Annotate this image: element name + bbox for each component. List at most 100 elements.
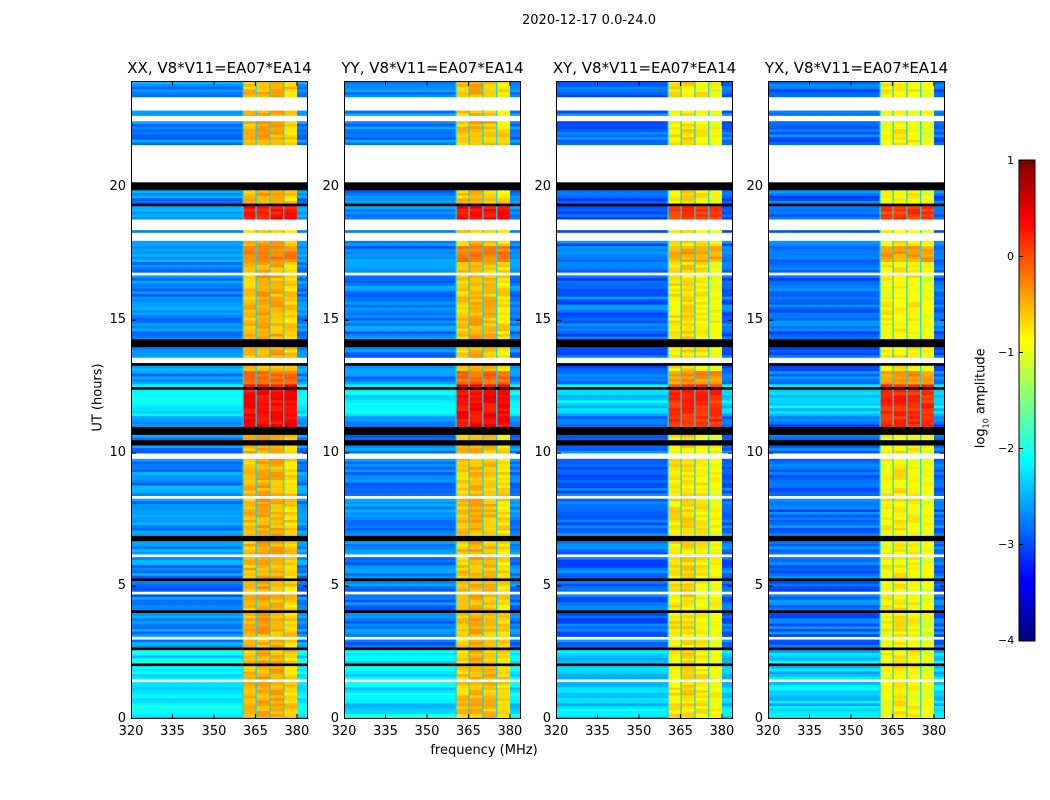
channel-gap xyxy=(283,195,285,199)
channel-gap xyxy=(269,378,271,382)
channel-gap xyxy=(242,205,244,209)
channel-gap xyxy=(667,671,669,675)
channel-gap xyxy=(496,530,498,534)
background-cell xyxy=(131,288,244,292)
channel-gap xyxy=(455,269,457,273)
background-cell xyxy=(344,314,457,318)
band-cell xyxy=(708,471,722,475)
channel-gap xyxy=(680,514,682,518)
background-cell xyxy=(131,402,244,406)
panel-title: XX, V8*V11=EA07*EA14 xyxy=(127,59,312,77)
band-cell xyxy=(668,487,682,491)
channel-gap xyxy=(283,697,285,701)
background-cell xyxy=(509,652,521,656)
channel-gap xyxy=(667,689,669,693)
band-cell xyxy=(708,437,722,441)
band-cell xyxy=(482,604,497,608)
channel-gap xyxy=(708,596,710,600)
band-cell xyxy=(256,200,270,204)
channel-gap xyxy=(242,447,244,451)
channel-gap xyxy=(667,410,669,414)
band-cell xyxy=(456,716,470,719)
background-cell xyxy=(556,471,669,475)
channel-gap xyxy=(269,280,271,284)
band-cell xyxy=(681,586,695,590)
band-cell xyxy=(283,602,297,605)
background-cell xyxy=(721,588,733,592)
background-cell xyxy=(296,392,308,395)
channel-gap xyxy=(255,562,257,566)
band-cell xyxy=(283,511,297,515)
channel-gap xyxy=(283,562,285,566)
band-cell xyxy=(283,540,297,544)
channel-gap xyxy=(255,131,257,135)
background-cell xyxy=(131,325,244,329)
background-cell xyxy=(131,240,244,244)
channel-gap xyxy=(242,298,244,302)
band-cell xyxy=(456,349,470,353)
channel-gap xyxy=(482,251,484,255)
background-cell xyxy=(296,511,308,515)
channel-gap xyxy=(496,612,498,616)
band-cell xyxy=(469,378,483,382)
background-cell xyxy=(344,546,457,550)
channel-gap xyxy=(283,200,285,204)
channel-gap xyxy=(283,490,285,494)
background-cell xyxy=(509,487,521,491)
background-cell xyxy=(721,668,733,672)
channel-gap xyxy=(455,245,457,249)
band-cell xyxy=(256,81,270,84)
band-cell xyxy=(469,142,483,146)
band-cell xyxy=(708,490,722,494)
channel-gap xyxy=(255,617,257,621)
band-cell xyxy=(269,546,284,550)
band-cell xyxy=(256,110,270,114)
channel-gap xyxy=(242,120,244,124)
channel-gap xyxy=(680,392,682,395)
band-cell xyxy=(456,530,470,534)
channel-gap xyxy=(680,474,682,478)
band-cell xyxy=(283,458,297,462)
channel-gap xyxy=(468,463,470,467)
dark-row xyxy=(344,429,521,433)
band-cell xyxy=(243,192,257,196)
channel-gap xyxy=(482,572,484,576)
channel-gap xyxy=(708,493,710,496)
background-cell xyxy=(296,479,308,483)
band-cell xyxy=(694,485,709,489)
band-cell xyxy=(283,556,297,560)
band-cell xyxy=(469,251,483,255)
background-cell xyxy=(344,336,457,340)
band-cell xyxy=(469,136,483,140)
background-cell xyxy=(556,376,669,380)
background-cell xyxy=(296,567,308,571)
background-cell xyxy=(509,285,521,289)
background-cell xyxy=(296,354,308,358)
channel-gap xyxy=(269,123,271,127)
band-cell xyxy=(456,671,470,675)
channel-gap xyxy=(242,277,244,281)
band-cell xyxy=(681,668,695,672)
band-cell xyxy=(496,532,510,536)
background-cell xyxy=(344,477,457,481)
band-cell xyxy=(283,81,297,84)
band-cell xyxy=(708,373,722,377)
band-cell xyxy=(456,240,470,244)
channel-gap xyxy=(455,251,457,255)
channel-gap xyxy=(242,376,244,380)
band-cell xyxy=(456,277,470,281)
background-cell xyxy=(131,437,244,441)
channel-gap xyxy=(482,312,484,316)
band-cell xyxy=(496,548,510,552)
channel-gap xyxy=(680,641,682,645)
band-cell xyxy=(243,516,257,520)
band-cell xyxy=(694,474,709,478)
background-cell xyxy=(509,120,521,124)
band-cell xyxy=(269,293,284,297)
channel-gap xyxy=(496,293,498,297)
background-cell xyxy=(721,644,733,648)
channel-gap xyxy=(269,657,271,661)
background-cell xyxy=(296,306,308,310)
channel-gap xyxy=(455,83,457,87)
channel-gap xyxy=(468,312,470,316)
